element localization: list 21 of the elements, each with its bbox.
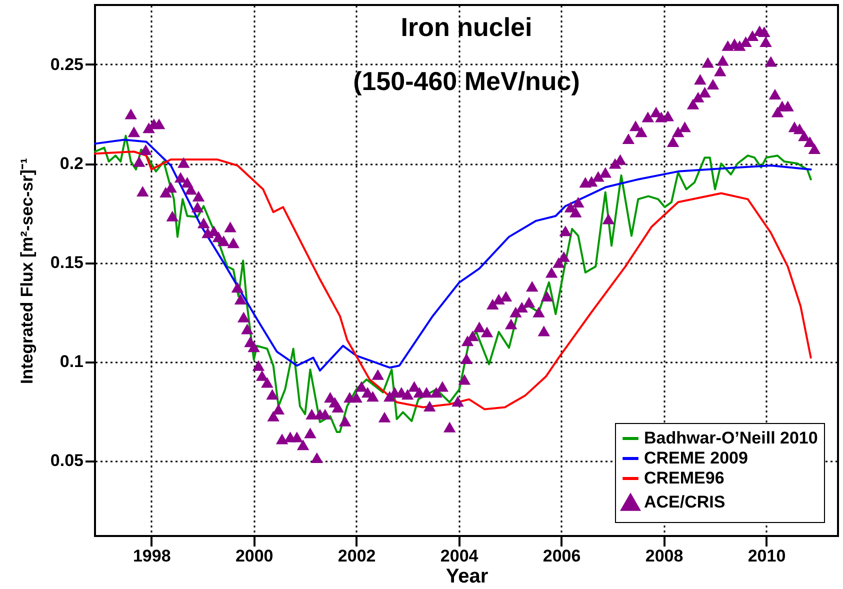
y-tick-label: 0.15: [50, 253, 84, 272]
line-series: [94, 138, 812, 372]
legend-label: ACE/CRIS: [644, 492, 726, 512]
chart-title: Iron nuclei: [400, 12, 532, 42]
x-axis-title: Year: [446, 566, 488, 588]
x-tick-label: 2006: [542, 546, 581, 566]
x-tick-label: 2000: [235, 546, 274, 566]
x-tick-label: 2004: [440, 546, 479, 566]
x-tick-label: 2002: [338, 546, 376, 566]
x-tick-label: 1998: [132, 546, 171, 566]
legend-label: Badhwar-O’Neill 2010: [644, 428, 818, 448]
x-tick-label: 2008: [645, 546, 684, 566]
x-tick-label: 2010: [748, 546, 786, 566]
y-tick-label: 0.05: [50, 451, 84, 470]
y-tick-label: 0.1: [60, 352, 84, 372]
y-tick-label: 0.2: [60, 154, 84, 174]
text: (150-460 MeV/nuc): [353, 66, 580, 96]
y-axis-title: Integrated Flux [m²-sec-sr]⁻¹: [17, 158, 36, 384]
y-tick-label: 0.25: [50, 54, 84, 74]
legend-label: CREME96: [644, 468, 724, 488]
legend-label: CREME 2009: [644, 448, 748, 468]
